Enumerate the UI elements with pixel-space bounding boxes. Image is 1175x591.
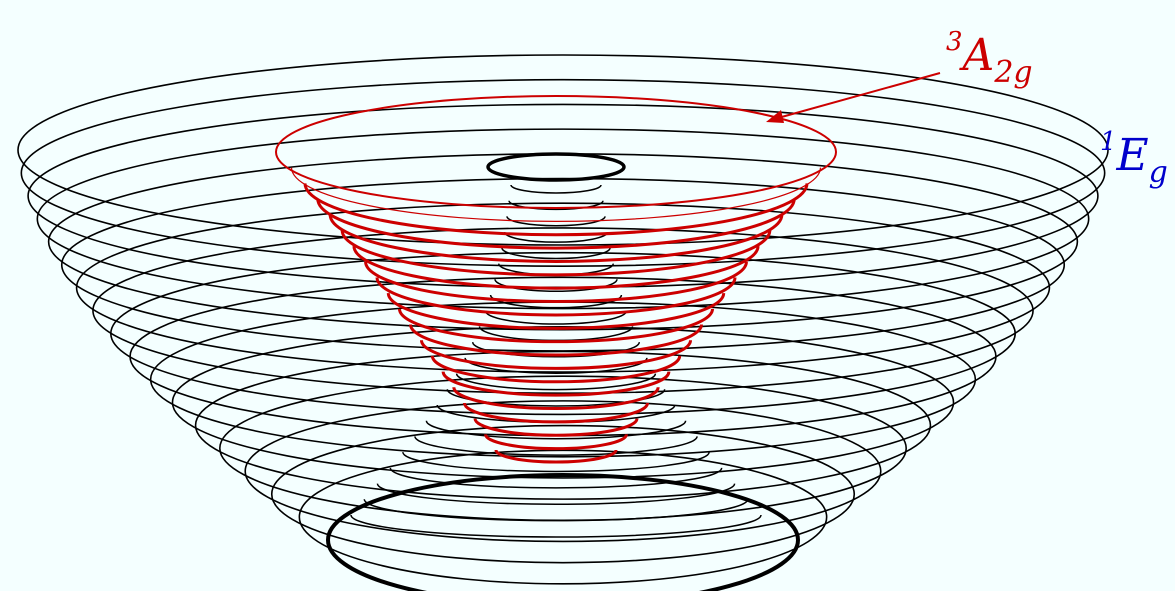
blue-state-base: E (1116, 130, 1149, 181)
outer-bowl-ring (17, 54, 1109, 246)
red-cone-surface (275, 95, 837, 464)
outer-bowl-ring (75, 202, 1051, 373)
red-cone-arc (328, 214, 784, 263)
funnel-arc (503, 231, 609, 243)
red-cone-arc (316, 199, 796, 250)
outer-bowl-ring (270, 424, 856, 564)
red-cone-arc (386, 293, 726, 330)
red-state-label: 3A2g (946, 27, 1033, 90)
inner-funnel-surface (350, 152, 762, 538)
funnel-arc (350, 514, 762, 538)
red-state-subscript: 2g (993, 55, 1032, 90)
red-cone-arc (375, 277, 737, 317)
red-cone-arc (290, 167, 822, 222)
outer-bowl-ring (194, 350, 932, 500)
outer-bowl-surface (17, 54, 1109, 591)
red-cone-arc (340, 230, 772, 277)
funnel-arc (425, 420, 687, 440)
red-cone-arc (352, 246, 760, 290)
red-cone-arc (473, 418, 639, 437)
red-cone-arc (452, 387, 660, 411)
red-cone-arc (484, 433, 628, 451)
funnel-arc (455, 373, 657, 391)
red-cone-arc (494, 449, 618, 464)
red-cone-arc (419, 340, 693, 370)
red-cone-arc (303, 183, 809, 237)
red-cone-arc (364, 261, 748, 304)
funnel-arc (402, 452, 710, 473)
outer-bowl-ring (326, 473, 800, 591)
funnel-arc (471, 341, 641, 358)
funnel-arc (501, 247, 611, 260)
funnel-arc (363, 499, 749, 522)
funnel-arc (389, 467, 723, 489)
funnel-top-ring (486, 152, 626, 182)
outer-bowl-ring (298, 449, 828, 585)
red-cone-arc (441, 371, 671, 397)
red-state-base: A (959, 30, 995, 81)
funnel-arc (464, 357, 648, 374)
red-cone-arc (462, 402, 650, 424)
red-cone-arc (397, 308, 715, 344)
red-cone-top-ring (275, 95, 837, 209)
funnel-arc (484, 310, 628, 325)
funnel-arc (376, 483, 736, 505)
funnel-arc (510, 184, 602, 194)
blue-state-superscript: 1 (1100, 127, 1117, 157)
red-cone-arc (409, 324, 703, 357)
outer-bowl-ring (36, 128, 1090, 310)
funnel-arc (508, 200, 604, 211)
funnel-arc (494, 279, 618, 293)
outer-bowl-ring (171, 325, 955, 479)
red-label-arrow (766, 72, 941, 123)
blue-state-subscript: g (1149, 155, 1168, 190)
outer-bowl-ring (244, 400, 882, 543)
red-cone-arc (430, 355, 682, 384)
funnel-arc (414, 436, 698, 456)
outer-bowl-ring (20, 78, 1106, 267)
outer-bowl-ring (110, 251, 1016, 416)
outer-bowl-ring (92, 227, 1034, 395)
blue-state-label: 1Eg (1100, 127, 1168, 190)
funnel-arc (446, 389, 666, 407)
red-state-superscript: 3 (946, 27, 963, 57)
